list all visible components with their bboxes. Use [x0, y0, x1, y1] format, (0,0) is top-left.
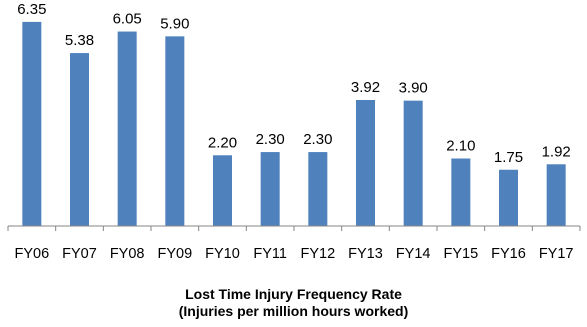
x-tick-label-fy17: FY17: [539, 246, 574, 262]
bar-fy14: [403, 100, 423, 226]
x-tick-label-fy14: FY14: [396, 246, 431, 262]
x-tick-label-fy08: FY08: [110, 246, 145, 262]
value-label-fy06: 6.35: [17, 1, 46, 18]
bar-fy17: [546, 164, 566, 226]
bar-fy10: [213, 155, 232, 226]
chart-title: Lost Time Injury Frequency Rate: [185, 286, 402, 302]
x-tick-label-fy16: FY16: [491, 246, 526, 262]
x-tick-label-fy07: FY07: [62, 246, 97, 262]
value-label-fy17: 1.92: [542, 143, 571, 160]
bar-fy11: [260, 152, 280, 226]
chart-subtitle: (Injuries per million hours worked): [178, 303, 409, 319]
x-tick-label-fy12: FY12: [300, 246, 335, 262]
value-label-fy08: 6.05: [113, 11, 142, 28]
x-axis: [7, 225, 581, 231]
bar-fy15: [451, 158, 471, 226]
bar-fy16: [499, 169, 518, 226]
value-label-fy10: 2.20: [208, 134, 237, 151]
x-tick-labels: FY06 FY07 FY08 FY09 FY10 FY11 FY12 FY13 FY14 FY15…: [14, 246, 573, 262]
x-tick-label-fy13: FY13: [348, 246, 383, 262]
bar-fy12: [308, 152, 328, 226]
value-label-fy07: 5.38: [65, 32, 94, 49]
value-label-fy14: 3.90: [399, 80, 428, 97]
value-label-fy09: 5.90: [160, 15, 189, 32]
value-label-fy12: 2.30: [303, 131, 332, 148]
bar-fy09: [165, 36, 185, 226]
bar-fy06: [22, 21, 42, 226]
x-tick-label-fy10: FY10: [205, 246, 240, 262]
x-tick-label-fy11: FY11: [253, 246, 287, 262]
bar-fy13: [356, 100, 375, 226]
bar-fy08: [117, 31, 137, 226]
value-label-fy15: 2.10: [446, 138, 475, 155]
value-label-fy11: 2.30: [256, 131, 285, 148]
bars-group: [22, 21, 566, 226]
value-label-fy13: 3.92: [351, 79, 380, 96]
x-tick-label-fy06: FY06: [14, 246, 49, 262]
bar-fy07: [70, 53, 89, 226]
x-tick-label-fy15: FY15: [443, 246, 478, 262]
x-tick-label-fy09: FY09: [157, 246, 192, 262]
value-label-fy16: 1.75: [494, 149, 523, 166]
value-labels-group: 6.35 5.38 6.05 5.90 2.20 2.30 2.30 3.92 3.90 2.10…: [17, 1, 571, 166]
